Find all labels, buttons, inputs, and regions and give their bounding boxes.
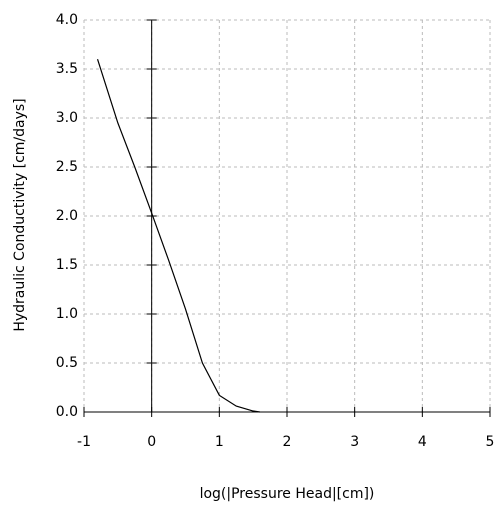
y-tick-label: 3.0 — [56, 110, 78, 126]
x-tick-label: 1 — [215, 434, 224, 450]
y-tick-label: 0.5 — [56, 355, 78, 371]
x-tick-label: -1 — [77, 434, 91, 450]
y-tick-label: 1.0 — [56, 306, 78, 322]
y-axis-label: Hydraulic Conductivity [cm/days] — [12, 98, 28, 331]
data-line — [96, 59, 261, 413]
y-tick-label: 1.5 — [56, 257, 78, 273]
y-tick-label: 0.0 — [56, 404, 78, 420]
x-tick-label: 2 — [283, 434, 292, 450]
y-tick-label: 3.5 — [56, 61, 78, 77]
x-tick-label: 0 — [147, 434, 156, 450]
x-tick-label: 4 — [418, 434, 427, 450]
y-tick-label: 4.0 — [56, 12, 78, 28]
y-tick-label: 2.5 — [56, 159, 78, 175]
x-tick-label: 5 — [486, 434, 495, 450]
x-tick-label: 3 — [350, 434, 359, 450]
y-tick-label: 2.0 — [56, 208, 78, 224]
x-axis-label: log(|Pressure Head|[cm]) — [200, 486, 375, 502]
